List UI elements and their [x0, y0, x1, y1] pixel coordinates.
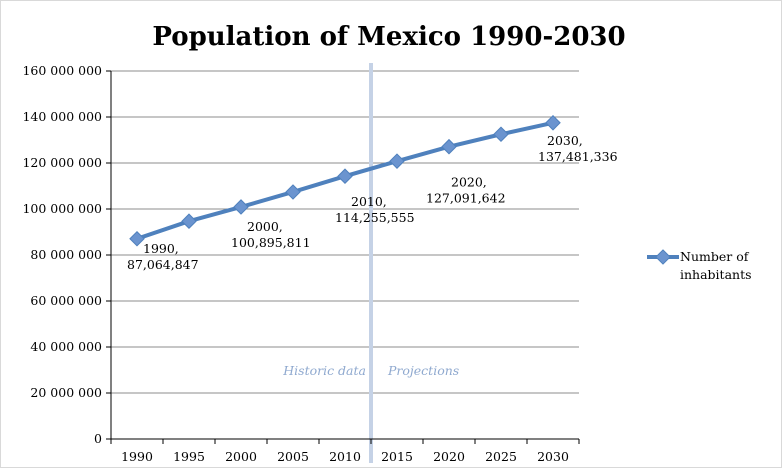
data-label-year: 1990,: [143, 241, 179, 256]
x-tick-label: 2010: [329, 449, 361, 464]
data-label-year: 2020,: [451, 175, 487, 190]
annotation-historic-data: Historic data: [282, 363, 366, 378]
data-point-marker: [233, 199, 249, 215]
annotation-projections: Projections: [387, 363, 459, 378]
series-number-of-inhabitants: [129, 115, 561, 247]
data-point-marker: [337, 168, 353, 184]
data-label-value: 137,481,336: [538, 149, 618, 164]
data-labels: 1990,87,064,847 2000,100,895,811 2010,114,…: [127, 133, 618, 272]
y-tick-label: 0: [94, 431, 102, 446]
y-tick-label: 60 000 000: [30, 293, 102, 308]
data-point-marker: [493, 126, 509, 143]
data-label-value: 127,091,642: [426, 191, 506, 206]
data-label-year: 2000,: [247, 219, 283, 234]
data-point-marker: [129, 230, 145, 247]
legend-label-line2: inhabitants: [680, 267, 752, 282]
legend-label-line1: Number of: [680, 249, 750, 264]
data-point-marker: [285, 184, 301, 200]
y-tick-label: 120 000 000: [22, 155, 102, 170]
legend: Number of inhabitants: [647, 249, 752, 282]
x-tick-label: 2005: [277, 449, 309, 464]
y-tick-label: 160 000 000: [22, 63, 102, 78]
y-tick-label: 40 000 000: [30, 339, 102, 354]
chart-title: Population of Mexico 1990-2030: [152, 22, 625, 52]
data-point-marker: [545, 115, 561, 131]
gridlines: [111, 70, 579, 394]
data-point-marker: [181, 213, 197, 229]
data-label-value: 114,255,555: [335, 210, 415, 225]
y-tick-label: 80 000 000: [30, 247, 102, 262]
x-tick-label: 2015: [381, 449, 413, 464]
x-tick-label: 2030: [537, 449, 569, 464]
x-tick-label: 2000: [225, 449, 257, 464]
data-point-marker: [441, 138, 457, 155]
y-tick-label: 100 000 000: [22, 201, 102, 216]
x-tick-label: 1990: [121, 449, 153, 464]
data-point-marker: [389, 153, 405, 169]
y-tick-label: 140 000 000: [22, 109, 102, 124]
y-tick-label: 20 000 000: [30, 385, 102, 400]
data-label-year: 2010,: [351, 194, 387, 209]
x-tick-label: 2020: [433, 449, 465, 464]
x-tick-label: 2025: [485, 449, 517, 464]
axes: 0 20 000 000 40 000 000 60 000 000 80 000 00…: [22, 63, 580, 464]
legend-marker-swatch: [655, 249, 671, 265]
x-tick-label: 1995: [173, 449, 205, 464]
data-label-value: 87,064,847: [127, 257, 199, 272]
data-label-value: 100,895,811: [231, 235, 311, 250]
data-label-year: 2030,: [547, 133, 583, 148]
